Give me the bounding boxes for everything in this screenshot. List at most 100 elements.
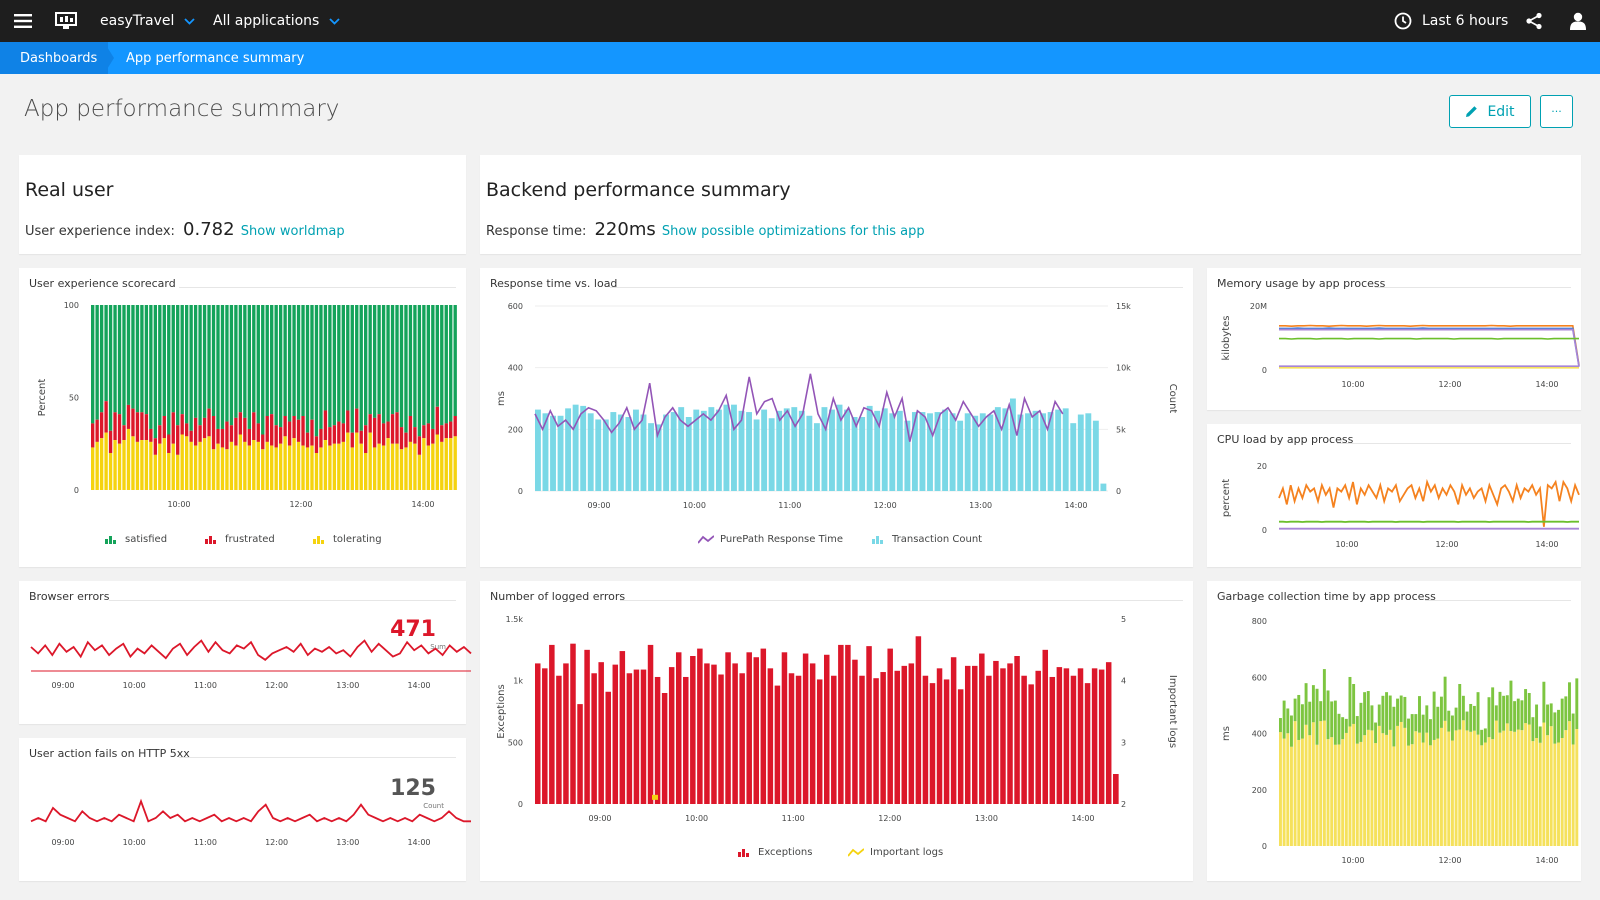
http-5xx-tile[interactable]: User action fails on HTTP 5xx 125 Count … (19, 738, 471, 881)
bar-frustrated (270, 414, 274, 446)
bar-satisfied (220, 305, 225, 429)
logged-errors-tile[interactable]: Number of logged errors 0 500 1k 1.5k 2 3 4 5 09… (480, 581, 1193, 881)
memory-usage-tile[interactable]: Memory usage by app process 0 20M 10:00 12:… (1207, 268, 1581, 410)
bar-exceptions (993, 660, 999, 804)
bar-gc-primary (1348, 726, 1352, 846)
bar-gc-primary (1432, 739, 1436, 846)
bar-gc-primary (1520, 730, 1524, 846)
bar-exceptions (887, 648, 893, 804)
bar-gc-primary (1293, 721, 1297, 846)
environment-selector[interactable]: easyTravel (100, 0, 196, 42)
bar-frustrated (91, 423, 95, 448)
bar-transaction-count (949, 413, 956, 491)
bar-tolerating (305, 447, 310, 490)
legend-tolerating[interactable]: tolerating (313, 534, 382, 545)
x-tick-label: 14:00 (407, 681, 430, 690)
bar-transaction-count (1070, 423, 1077, 491)
response-vs-load-tile[interactable]: Response time vs. load 0 200 400 600 0 5k 10k 1… (480, 268, 1193, 567)
bar-satisfied (350, 305, 354, 433)
bar-frustrated (202, 417, 207, 439)
show-optimizations-link[interactable]: Show possible optimizations for this app (661, 224, 925, 239)
more-options-button[interactable]: ··· (1540, 95, 1573, 128)
timeframe-selector[interactable]: Last 6 hours (1394, 0, 1508, 42)
bar-frustrated (171, 412, 175, 444)
application-selector[interactable]: All applications (213, 0, 340, 42)
breadcrumb-dashboards[interactable]: Dashboards (0, 42, 108, 74)
hamburger-menu-icon[interactable] (12, 0, 34, 42)
bar-satisfied (341, 305, 345, 424)
bar-exceptions (1091, 668, 1098, 804)
bar-gc-secondary (1465, 711, 1469, 731)
legend-important-logs[interactable]: Important logs (848, 847, 943, 858)
bar-transaction-count (663, 414, 670, 491)
share-icon[interactable] (1524, 0, 1544, 42)
bar-satisfied (408, 305, 413, 416)
y2-tick-label: 5k (1116, 425, 1126, 434)
bar-gc-primary (1370, 730, 1374, 846)
bar-exceptions (668, 667, 675, 804)
bar-exceptions (760, 648, 767, 804)
bar-exceptions (922, 675, 929, 804)
bar-satisfied (91, 305, 95, 424)
bar-gc-primary (1315, 744, 1319, 846)
bar-exceptions (1070, 675, 1077, 804)
bar-transaction-count (1085, 413, 1092, 491)
ux-scorecard-tile[interactable]: User experience scorecard 0 50 100 10:00 12:… (19, 268, 466, 567)
monitor-icon[interactable] (54, 0, 78, 42)
y2-tick-label: 5 (1121, 615, 1126, 624)
bar-frustrated (117, 414, 122, 444)
gc-time-tile[interactable]: Garbage collection time by app process 0… (1207, 581, 1581, 881)
ux-scorecard-chart: 0 50 100 10:00 12:00 14:00 Percent (37, 301, 457, 509)
bar-gc-primary (1414, 731, 1418, 846)
bar-satisfied (117, 305, 122, 415)
bar-gc-primary (1388, 729, 1392, 846)
bar-tolerating (238, 434, 243, 490)
bar-gc-primary (1487, 737, 1491, 846)
x-tick-label: 13:00 (336, 838, 359, 847)
bar-transaction-count (1017, 414, 1024, 491)
legend-purepath-response-time[interactable]: PurePath Response Time (698, 534, 843, 545)
bar-tolerating (261, 449, 265, 490)
bar-gc-secondary (1568, 682, 1571, 722)
bar-satisfied (346, 305, 350, 411)
browser-errors-total-label: Sum (430, 643, 446, 651)
bar-satisfied (261, 305, 265, 435)
bar-tolerating (184, 436, 189, 490)
browser-errors-tile[interactable]: Browser errors 471 Sum 09:00 10:00 11:00 12… (19, 581, 472, 724)
bar-frustrated (265, 416, 269, 442)
user-experience-index-row: User experience index: 0.782 Show worldm… (25, 219, 345, 240)
bar-tolerating (395, 443, 399, 490)
bar-frustrated (386, 421, 390, 439)
bar-transaction-count (723, 404, 730, 491)
bar-gc-secondary (1461, 695, 1465, 721)
bar-tolerating (207, 436, 211, 490)
cpu-load-tile[interactable]: CPU load by app process 0 20 10:00 12:00 14:… (1207, 424, 1581, 567)
edit-button[interactable]: Edit (1449, 95, 1531, 128)
bar-transaction-count (1092, 420, 1099, 491)
bar-transaction-count (685, 417, 692, 491)
legend-satisfied[interactable]: satisfied (105, 534, 167, 545)
bar-legend-icon (205, 536, 216, 544)
bar-transaction-count (919, 412, 926, 491)
legend-exceptions[interactable]: Exceptions (738, 847, 812, 858)
bar-exceptions (774, 685, 781, 804)
bar-exceptions (943, 679, 950, 804)
bar-frustrated (431, 428, 435, 444)
bar-gc-primary (1410, 744, 1414, 846)
bar-gc-secondary (1374, 722, 1378, 744)
breadcrumb: Dashboards App performance summary (0, 42, 1600, 74)
bar-transaction-count (896, 410, 903, 491)
bar-satisfied (355, 305, 359, 409)
x-tick-label: 11:00 (194, 681, 217, 690)
breadcrumb-separator (104, 42, 114, 74)
bar-gc-secondary (1421, 714, 1425, 743)
bar-gc-secondary (1359, 702, 1363, 742)
bar-gc-primary (1450, 740, 1454, 846)
show-worldmap-link[interactable]: Show worldmap (240, 224, 345, 239)
y-tick-label: 50 (69, 394, 79, 403)
user-icon[interactable] (1568, 0, 1588, 42)
bar-satisfied (95, 305, 99, 420)
legend-transaction-count[interactable]: Transaction Count (872, 534, 982, 545)
legend-frustrated[interactable]: frustrated (205, 534, 275, 545)
line-browser-errors (30, 639, 472, 661)
